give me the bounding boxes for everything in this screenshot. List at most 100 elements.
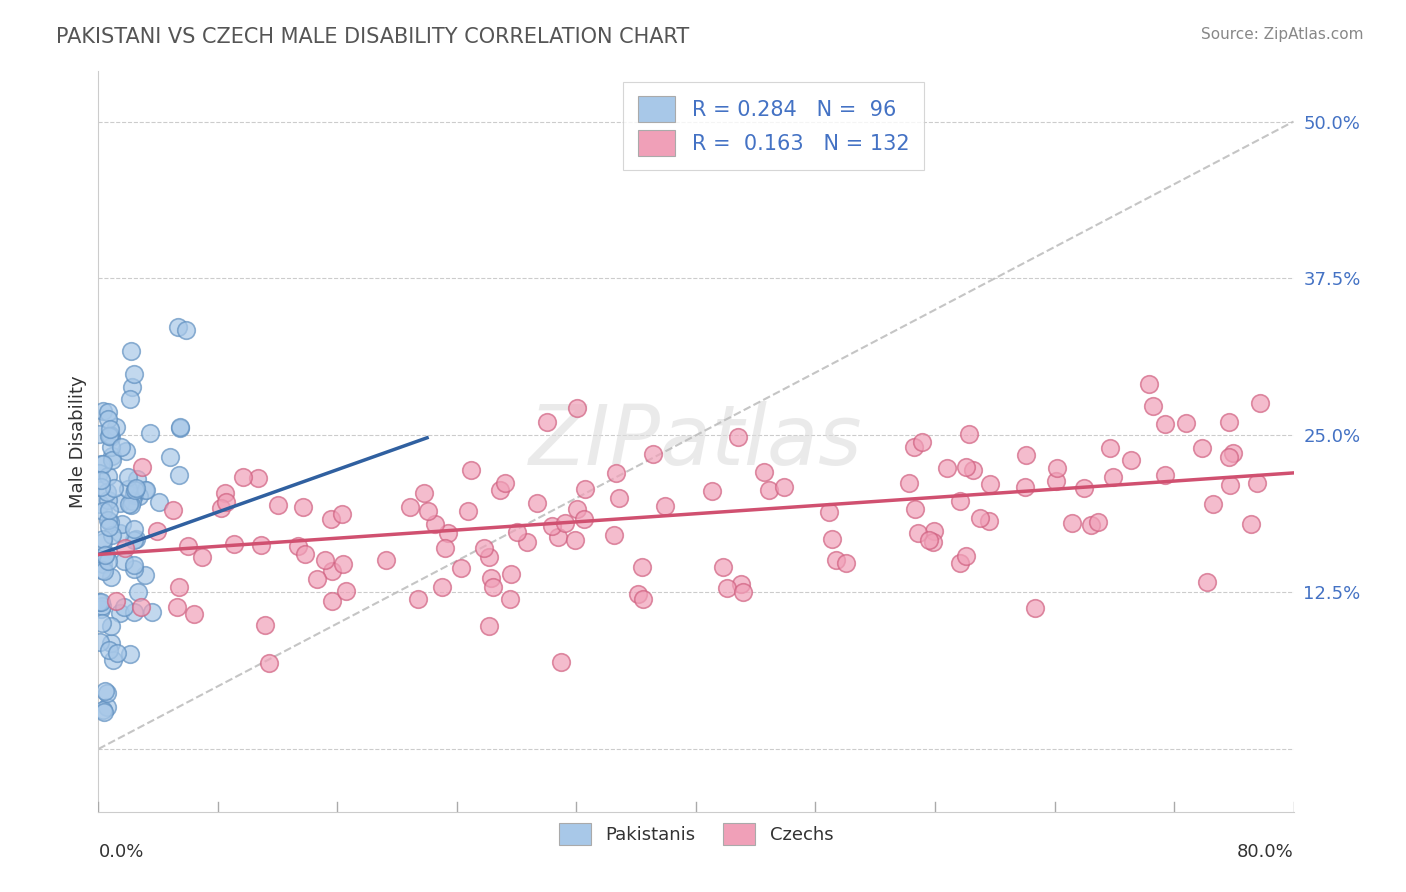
Point [1062,516,1084,530]
Point [122,488,145,502]
Point [1222,446,1244,460]
Point [1218,450,1240,464]
Point [547,530,569,544]
Point [122,368,145,382]
Text: 80.0%: 80.0% [1237,843,1294,861]
Point [90,563,112,577]
Point [565,401,588,415]
Point [190,550,212,565]
Point [96,686,118,700]
Point [94,684,117,698]
Point [1153,417,1175,431]
Point [98,642,121,657]
Point [176,539,198,553]
Point [541,519,564,533]
Point [167,580,190,594]
Point [90,595,112,609]
Point [955,549,977,563]
Point [131,459,153,474]
Point [162,503,184,517]
Point [1014,480,1036,494]
Point [108,606,131,620]
Point [98,515,121,529]
Point [567,501,589,516]
Point [1174,416,1197,430]
Point [433,541,456,556]
Point [91,532,114,546]
Point [536,415,558,429]
Point [93,706,115,720]
Point [969,511,991,525]
Point [949,493,972,508]
Point [425,517,447,532]
Point [124,533,146,547]
Point [758,483,780,497]
Point [98,421,121,435]
Point [917,533,939,547]
Point [90,480,112,494]
Point [101,453,124,467]
Point [105,594,128,608]
Point [603,528,626,542]
Point [457,504,479,518]
Point [141,605,163,619]
Point [1046,460,1069,475]
Point [321,594,343,608]
Point [183,607,205,621]
Point [818,505,841,519]
Point [1218,415,1240,429]
Point [554,516,576,530]
Point [607,491,630,505]
Point [120,344,142,359]
Point [499,592,522,607]
Point [93,564,115,578]
Point [821,532,844,546]
Point [1191,441,1213,455]
Point [834,556,856,570]
Point [257,656,280,670]
Point [1119,453,1142,467]
Point [97,469,120,483]
Point [1137,377,1160,392]
Point [631,560,654,574]
Point [232,469,254,483]
Point [110,526,132,541]
Point [907,526,929,541]
Point [294,547,316,561]
Point [167,467,190,482]
Point [654,499,676,513]
Point [1015,448,1038,462]
Point [98,428,121,442]
Point [97,412,120,426]
Point [103,481,125,495]
Point [215,495,238,509]
Point [89,497,111,511]
Point [1240,517,1263,532]
Point [1154,467,1177,482]
Point [91,404,114,418]
Point [122,605,145,619]
Point [134,483,156,497]
Point [418,504,440,518]
Text: ZIPatlas: ZIPatlas [529,401,863,482]
Point [159,450,181,464]
Point [266,498,288,512]
Point [114,599,136,614]
Point [122,558,145,572]
Point [633,591,655,606]
Point [516,535,538,549]
Point [87,427,110,442]
Point [93,504,115,518]
Point [167,319,190,334]
Point [773,481,796,495]
Point [110,517,132,532]
Point [105,646,128,660]
Point [174,323,197,337]
Text: PAKISTANI VS CZECH MALE DISABILITY CORRELATION CHART: PAKISTANI VS CZECH MALE DISABILITY CORRE… [56,27,689,46]
Point [117,482,139,496]
Point [430,581,453,595]
Point [711,560,734,574]
Point [574,482,596,496]
Point [90,457,112,471]
Point [122,522,145,536]
